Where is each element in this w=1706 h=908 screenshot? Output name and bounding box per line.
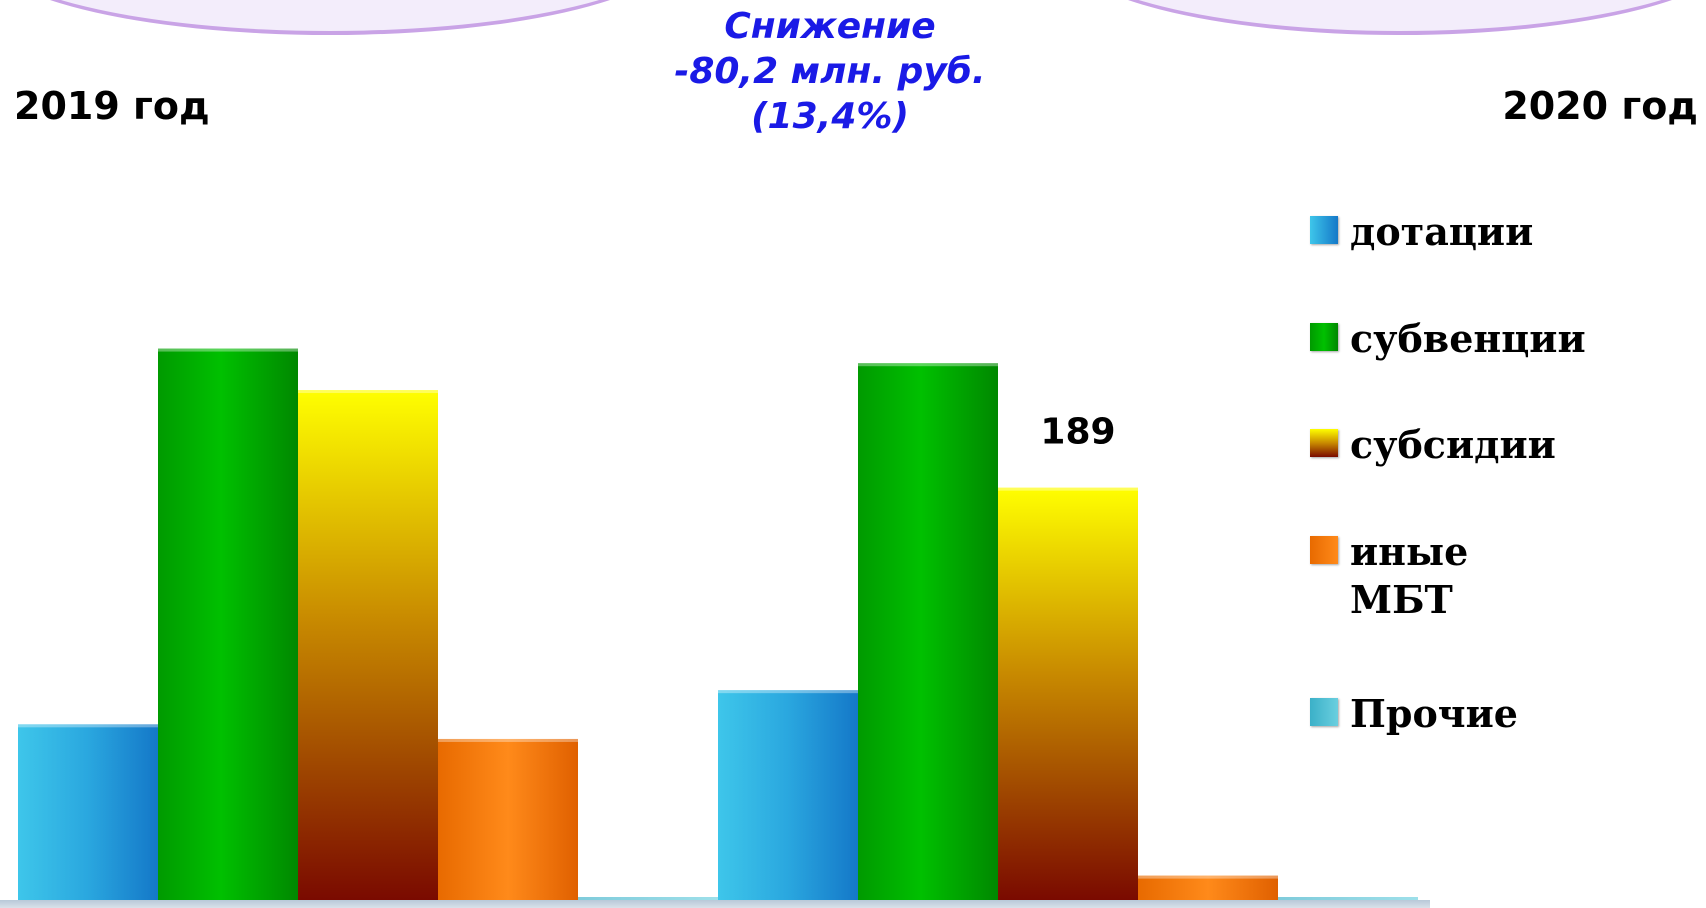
- legend-swatch-subvencii: [1310, 323, 1338, 351]
- chart-floor: [0, 900, 1430, 908]
- bar-top-highlight: [18, 724, 158, 728]
- legend-swatch-inye-mbt: [1310, 536, 1338, 564]
- data-label-subsidii: 189: [1040, 412, 1115, 453]
- bar-top-highlight: [298, 390, 438, 394]
- bar-subsidii-2020: [998, 487, 1138, 900]
- annotation-line-1: Снижение: [724, 6, 936, 47]
- bar-inye-mbt-2020: [1138, 875, 1278, 900]
- legend-label-prochie: Прочие: [1350, 691, 1518, 736]
- bar-subvencii-2020: [858, 363, 998, 900]
- legend-label-dotacii: дотации: [1350, 209, 1534, 254]
- legend-item-subsidii: субсидии: [1310, 421, 1556, 469]
- year-label-2020: 2020 год: [1502, 84, 1698, 128]
- annotation-line-3: (13,4%): [751, 96, 909, 137]
- legend-item-inye-mbt: иные МБТ: [1310, 528, 1468, 624]
- reduction-annotation: Снижение -80,2 млн. руб. (13,4%): [600, 4, 1060, 139]
- bar-top-highlight: [858, 363, 998, 367]
- bar-top-highlight: [158, 348, 298, 352]
- legend-label-subsidii: субсидии: [1350, 422, 1556, 467]
- bar-subvencii-2019: [158, 348, 298, 900]
- legend-label-subvencii: субвенции: [1350, 316, 1586, 361]
- bar-top-highlight: [1138, 875, 1278, 879]
- legend-swatch-subsidii: [1310, 429, 1338, 457]
- bar-top-highlight: [1278, 897, 1418, 900]
- bar-top-highlight: [998, 487, 1138, 491]
- bar-dotacii-2019: [18, 724, 158, 900]
- legend-item-dotacii: дотации: [1310, 208, 1533, 256]
- bar-prochie-2020: [1278, 897, 1418, 900]
- legend-item-prochie: Прочие: [1310, 690, 1518, 738]
- bar-inye-mbt-2019: [438, 738, 578, 900]
- bar-top-highlight: [438, 738, 578, 742]
- bar-dotacii-2020: [718, 690, 858, 900]
- year-label-2019: 2019 год: [14, 84, 210, 128]
- bar-prochie-2019: [578, 897, 718, 900]
- legend-swatch-dotacii: [1310, 216, 1338, 244]
- legend-label-inye-mbt: иные МБТ: [1350, 529, 1469, 622]
- bar-subsidii-2019: [298, 390, 438, 900]
- legend-item-subvencii: субвенции: [1310, 315, 1586, 363]
- bar-top-highlight: [578, 897, 718, 900]
- annotation-line-2: -80,2 млн. руб.: [674, 51, 986, 92]
- legend-swatch-prochie: [1310, 698, 1338, 726]
- bar-top-highlight: [718, 690, 858, 694]
